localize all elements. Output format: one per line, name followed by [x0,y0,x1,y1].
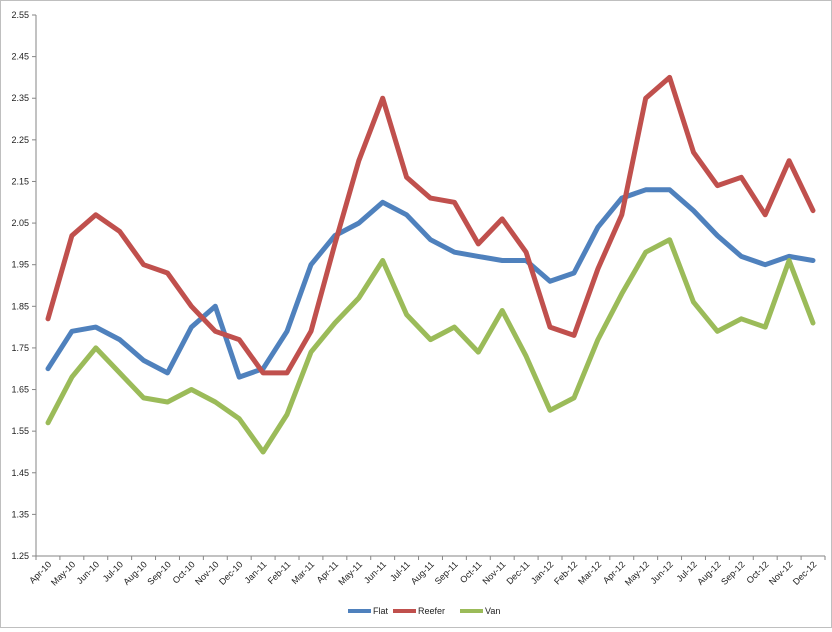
x-tick-label: Nov-10 [193,559,221,587]
y-tick-label: 1.55 [11,426,29,436]
y-tick-label: 1.65 [11,385,29,395]
y-tick-label: 1.85 [11,301,29,311]
x-tick-label: Sep-11 [433,559,460,586]
x-tick-label: Aug-10 [121,559,149,587]
y-tick-label: 1.95 [11,260,29,270]
y-tick-label: 2.05 [11,218,29,228]
legend-label-flat: Flat [373,606,389,616]
x-tick-label: Mar-12 [576,559,603,586]
x-tick-label: Jun-10 [75,559,102,586]
y-tick-label: 1.75 [11,343,29,353]
x-tick-label: Sep-12 [719,559,747,587]
x-tick-label: Feb-11 [266,559,293,586]
y-tick-label: 1.35 [11,509,29,519]
y-axis: 1.25 1.35 1.45 1.55 1.65 1.75 1.85 1.95 2.05 2.15… [11,10,36,561]
x-tick-label: Aug-11 [409,559,436,586]
x-tick-label: Dec-10 [217,559,245,587]
y-tick-label: 1.45 [11,468,29,478]
x-tick-label: Dec-12 [791,559,819,587]
x-tick-label: Oct-10 [171,559,197,585]
x-tick-label: Mar-11 [290,559,317,586]
x-tick-label: Nov-12 [767,559,795,587]
legend-label-van: Van [485,606,500,616]
x-tick-label: Sep-10 [145,559,173,587]
y-tick-label: 2.25 [11,135,29,145]
x-tick-label: Aug-12 [695,559,723,587]
x-tick-label: May-11 [336,559,364,587]
x-tick-label: May-10 [49,559,77,587]
x-tick-label: Jun-12 [648,559,675,586]
y-tick-label: 2.55 [11,10,29,20]
y-tick-label: 2.35 [11,93,29,103]
x-tick-label: Jan-11 [242,559,268,585]
series-line-reefer [48,77,813,373]
x-tick-label: Jan-12 [529,559,556,586]
legend: Flat Reefer Van [348,606,500,616]
x-tick-label: Jun-11 [362,559,388,585]
series-line-flat [48,190,813,377]
y-tick-label: 2.15 [11,176,29,186]
y-tick-label: 1.25 [11,551,29,561]
x-tick-label: Nov-11 [481,559,508,586]
plot-area [48,77,813,452]
x-tick-label: Oct-12 [744,559,770,585]
legend-label-reefer: Reefer [418,606,445,616]
x-tick-label: Feb-12 [552,559,579,586]
x-tick-label: May-12 [623,559,651,587]
y-tick-label: 2.45 [11,52,29,62]
x-tick-label: Dec-11 [504,559,531,586]
x-tick-label: Oct-11 [458,559,484,585]
